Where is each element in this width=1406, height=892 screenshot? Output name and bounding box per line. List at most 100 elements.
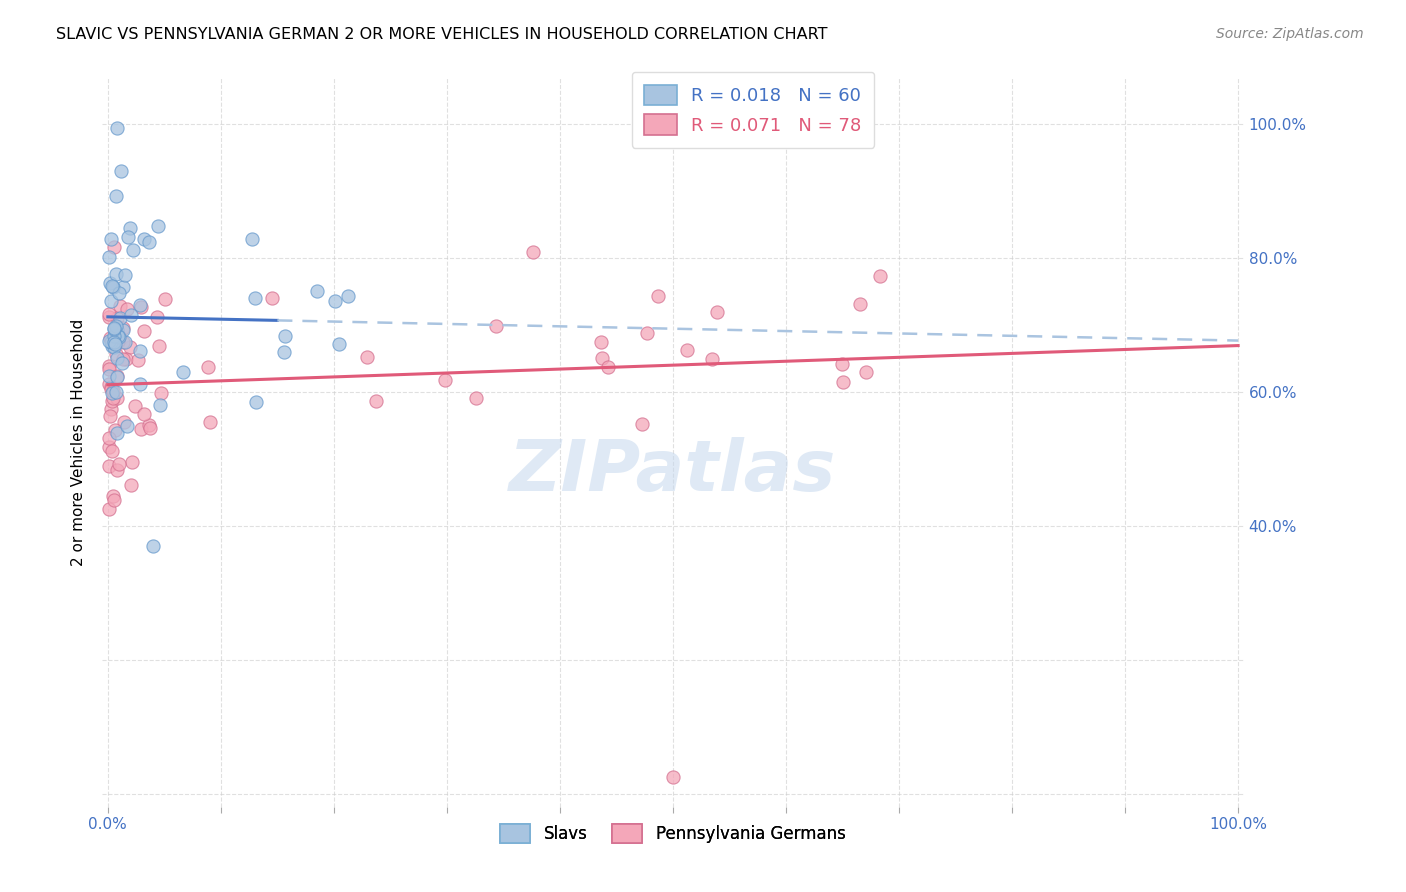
Point xyxy=(98,368,121,383)
Point xyxy=(591,351,613,366)
Point xyxy=(636,326,658,340)
Text: SLAVIC VS PENNSYLVANIA GERMAN 2 OR MORE VEHICLES IN HOUSEHOLD CORRELATION CHART: SLAVIC VS PENNSYLVANIA GERMAN 2 OR MORE … xyxy=(56,27,828,42)
Point xyxy=(676,343,699,358)
Point xyxy=(364,394,387,409)
Text: ZIPatlas: ZIPatlas xyxy=(509,437,837,506)
Point xyxy=(848,297,870,311)
Point xyxy=(98,310,121,325)
Point xyxy=(107,334,129,348)
Point xyxy=(111,321,134,335)
Point xyxy=(100,334,122,349)
Point xyxy=(110,311,132,326)
Point xyxy=(98,502,121,516)
Point xyxy=(146,310,169,324)
Point xyxy=(98,362,121,376)
Point xyxy=(855,364,877,378)
Point xyxy=(131,300,153,314)
Point xyxy=(103,492,125,507)
Point xyxy=(100,334,122,349)
Point xyxy=(173,365,195,379)
Point xyxy=(662,770,685,784)
Point xyxy=(98,276,121,290)
Point xyxy=(110,299,132,313)
Point xyxy=(107,328,129,343)
Point xyxy=(197,360,219,375)
Y-axis label: 2 or more Vehicles in Household: 2 or more Vehicles in Household xyxy=(72,318,86,566)
Point xyxy=(105,384,128,399)
Legend: Slavs, Pennsylvania Germans: Slavs, Pennsylvania Germans xyxy=(494,818,852,850)
Point xyxy=(121,455,143,469)
Point xyxy=(98,440,121,454)
Point xyxy=(485,319,508,334)
Point xyxy=(132,407,155,421)
Point xyxy=(98,307,121,321)
Point xyxy=(155,292,177,306)
Point xyxy=(101,391,124,405)
Point xyxy=(105,368,128,383)
Point xyxy=(98,458,121,473)
Point xyxy=(596,360,619,375)
Point xyxy=(112,323,135,337)
Point xyxy=(149,398,172,412)
Point xyxy=(100,383,122,397)
Point xyxy=(101,280,124,294)
Point xyxy=(356,351,378,365)
Point xyxy=(132,324,155,338)
Point xyxy=(245,395,267,409)
Point xyxy=(100,401,122,416)
Point xyxy=(105,426,128,441)
Point xyxy=(522,244,544,259)
Point xyxy=(103,489,125,503)
Point xyxy=(110,164,132,178)
Point xyxy=(138,235,160,249)
Point xyxy=(115,351,138,366)
Point xyxy=(103,340,125,354)
Point xyxy=(243,291,266,305)
Point xyxy=(124,399,146,413)
Point xyxy=(139,421,162,435)
Point xyxy=(434,373,457,387)
Point xyxy=(465,391,488,405)
Point xyxy=(101,394,124,409)
Point xyxy=(98,359,121,374)
Point xyxy=(120,341,142,355)
Point xyxy=(700,351,723,366)
Point xyxy=(262,291,284,305)
Point xyxy=(129,376,152,391)
Point xyxy=(831,357,853,371)
Point xyxy=(101,279,124,293)
Point xyxy=(103,240,125,254)
Point xyxy=(117,230,139,244)
Point xyxy=(104,319,127,334)
Point xyxy=(100,232,122,246)
Point xyxy=(104,326,127,340)
Point xyxy=(100,294,122,309)
Point xyxy=(105,463,128,477)
Point xyxy=(305,284,328,298)
Point xyxy=(103,329,125,343)
Point xyxy=(142,539,165,553)
Point xyxy=(631,417,654,432)
Point xyxy=(107,330,129,344)
Point xyxy=(100,380,122,394)
Point xyxy=(118,220,141,235)
Point xyxy=(114,268,136,282)
Text: Source: ZipAtlas.com: Source: ZipAtlas.com xyxy=(1216,27,1364,41)
Point xyxy=(104,337,127,351)
Point xyxy=(105,370,128,384)
Point xyxy=(114,335,136,350)
Point xyxy=(121,244,143,258)
Point xyxy=(198,415,221,429)
Point xyxy=(100,331,122,345)
Point xyxy=(98,334,121,348)
Point xyxy=(98,409,121,424)
Point xyxy=(101,443,124,458)
Point xyxy=(120,477,142,491)
Point xyxy=(103,384,125,398)
Point xyxy=(98,250,121,264)
Point xyxy=(328,336,350,351)
Point xyxy=(101,385,124,400)
Point xyxy=(869,269,891,284)
Point xyxy=(103,322,125,336)
Point xyxy=(273,328,295,343)
